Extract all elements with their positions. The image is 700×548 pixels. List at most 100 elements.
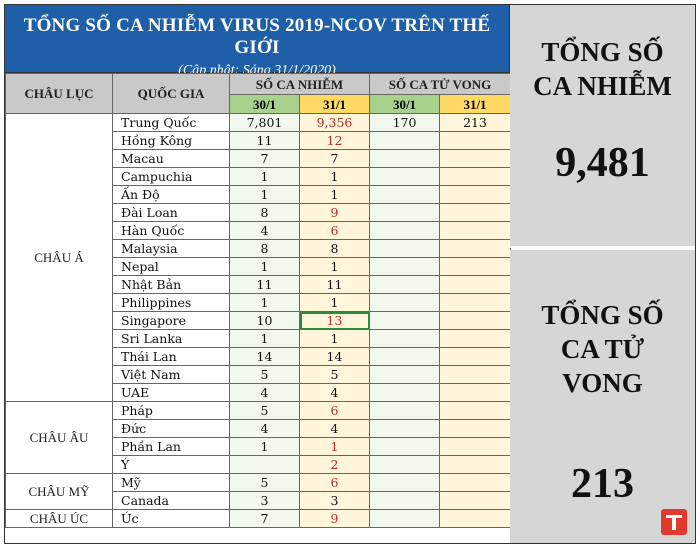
deaths-31-cell [438,347,512,366]
continent-cell: CHÂU MỸ [5,473,113,510]
cases-30-cell: 1 [229,293,300,312]
cases-31-cell: 3 [299,491,370,510]
cases-31-cell: 9 [299,203,370,222]
continent-cell: CHÂU Á [5,113,113,402]
country-cell: Nhật Bản [112,275,230,294]
cases-31-cell: 7 [299,149,370,168]
country-cell: Malaysia [112,239,230,258]
cases-30-cell: 4 [229,383,300,402]
cases-30-cell: 4 [229,221,300,240]
total-cases-label: TỔNG SỐ CA NHIỄM [533,37,672,101]
deaths-31-cell [438,275,512,294]
total-cases-panel: TỔNG SỐ CA NHIỄM 9,481 [510,5,695,248]
cases-30-cell: 3 [229,491,300,510]
cases-31-cell: 4 [299,419,370,438]
table-row: Malaysia 8 8 [6,239,512,258]
table-row: Ấn Độ 1 1 [6,185,512,204]
cases-30-cell [229,455,300,474]
cases-30-cell: 1 [229,437,300,456]
cases-30-cell: 1 [229,185,300,204]
deaths-30-cell [369,419,440,438]
cases-31-cell: 5 [299,365,370,384]
table-row: Việt Nam 5 5 [6,365,512,384]
deaths-30-cell [369,275,440,294]
table-row: Hàn Quốc 4 6 [6,221,512,240]
cases-31-cell: 14 [299,347,370,366]
deaths-31-cell [438,239,512,258]
deaths-30-cell [369,221,440,240]
deaths-30-cell [369,239,440,258]
deaths-31-cell [438,473,512,492]
page-title: TỔNG SỐ CA NHIỄM VIRUS 2019-NCOV TRÊN TH… [23,15,491,58]
cases-31-cell: 1 [299,329,370,348]
cases-31-cell: 6 [299,221,370,240]
deaths-30-cell: 170 [369,113,440,132]
country-cell: Singapore [112,311,230,330]
deaths-31-cell [438,491,512,510]
deaths-31-cell [438,365,512,384]
table-row: Canada 3 3 [6,491,512,510]
deaths-31-cell [438,383,512,402]
header-country: QUỐC GIA [112,73,230,114]
cases-31-cell: 1 [299,257,370,276]
header-deaths-date-31: 31/1 [438,94,512,114]
deaths-31-cell [438,257,512,276]
table-body: CHÂU Á Trung Quốc 7,801 9,356 170 213 Hồng Kôn… [5,113,512,528]
country-cell: Ấn Độ [112,185,230,204]
deaths-31-cell [438,203,512,222]
total-cases-value: 9,481 [555,140,650,186]
country-cell: Hàn Quốc [112,221,230,240]
cases-30-cell: 14 [229,347,300,366]
country-cell: Nepal [112,257,230,276]
publisher-logo-icon [661,509,687,535]
deaths-30-cell [369,329,440,348]
table-row: Philippines 1 1 [6,293,512,312]
deaths-31-cell [438,221,512,240]
deaths-31-cell [438,149,512,168]
country-cell: Ý [112,455,230,474]
cases-30-cell: 5 [229,365,300,384]
table-row: CHÂU Á Trung Quốc 7,801 9,356 170 213 [5,113,512,402]
total-deaths-value: 213 [571,461,634,507]
country-cell: Trung Quốc [112,113,230,132]
header-deaths: SỐ CA TỬ VONG [368,73,512,95]
header-deaths-date-30: 30/1 [369,94,440,114]
deaths-30-cell [369,167,440,186]
country-cell: Đài Loan [112,203,230,222]
deaths-30-cell [369,149,440,168]
table-row: Singapore 10 13 [6,311,512,330]
deaths-30-cell [369,491,440,510]
deaths-31-cell [438,167,512,186]
country-cell: Macau [112,149,230,168]
deaths-30-cell [369,347,440,366]
deaths-31-cell [438,455,512,474]
cases-30-cell: 7,801 [229,113,300,132]
cases-30-cell: 8 [229,239,300,258]
cases-31-cell: 4 [299,383,370,402]
country-cell: Campuchia [112,167,230,186]
cases-30-cell: 10 [229,311,300,330]
cases-31-cell: 1 [299,185,370,204]
country-cell: Thái Lan [112,347,230,366]
deaths-31-cell [438,437,512,456]
table-row: Hồng Kông 11 12 [6,131,512,150]
total-deaths-label: TỔNG SỐ CA TỬ VONG [541,300,664,398]
deaths-30-cell [369,473,440,492]
table-row: Đức 4 4 [6,419,512,438]
deaths-30-cell [369,293,440,312]
country-cell: UAE [112,383,230,402]
country-cell: Pháp [112,401,230,420]
cases-30-cell: 1 [229,257,300,276]
deaths-31-cell: 213 [438,113,512,132]
header-continent: CHÂU LỤC [5,73,113,114]
cases-31-cell: 9,356 [299,113,370,132]
deaths-30-cell [369,185,440,204]
country-cell: Mỹ [112,473,230,492]
deaths-30-cell [369,401,440,420]
table-row: CHÂU MỸ Mỹ 5 6 [5,473,512,510]
deaths-30-cell [369,383,440,402]
cases-31-cell: 1 [299,167,370,186]
total-deaths-panel: TỔNG SỐ CA TỬ VONG 213 [510,250,695,543]
deaths-31-cell [438,185,512,204]
cases-30-cell: 7 [229,149,300,168]
